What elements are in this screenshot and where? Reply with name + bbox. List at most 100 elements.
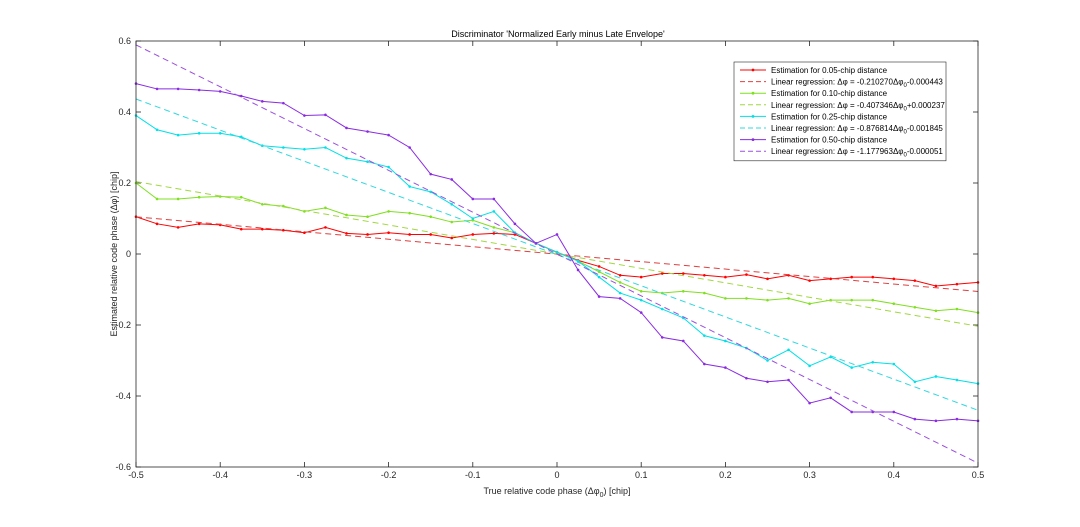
data-point: [492, 226, 496, 229]
data-point: [682, 289, 685, 293]
data-point: [745, 297, 748, 300]
data-point: [808, 302, 811, 306]
legend-label: Linear regression: Δφ = -0.210270Δφ0-0.0…: [771, 78, 943, 90]
data-point: [345, 213, 348, 217]
data-point: [724, 275, 727, 279]
data-point: [345, 156, 348, 160]
data-point: [450, 236, 454, 240]
data-point: [871, 298, 875, 302]
data-point: [703, 362, 706, 366]
data-point: [660, 272, 664, 275]
data-point: [913, 417, 917, 421]
y-axis-label: Estimated relative code phase (Δφ) [chip…: [109, 172, 119, 337]
data-point: [492, 197, 496, 201]
y-tick-label: 0: [126, 249, 131, 259]
data-point: [155, 197, 159, 201]
data-point: [766, 359, 769, 362]
data-point: [176, 226, 180, 229]
legend-label: Estimation for 0.05-chip distance: [771, 66, 888, 75]
series-4: [135, 181, 979, 327]
x-tick-label: 0.5: [972, 470, 985, 480]
data-point: [850, 275, 853, 279]
data-point: [787, 297, 790, 300]
legend-item: Linear regression: Δφ = -0.876814Δφ0-0.0…: [740, 124, 943, 136]
data-point: [303, 231, 306, 234]
data-point: [450, 178, 454, 181]
data-point: [766, 380, 769, 384]
legend-marker: [751, 115, 755, 118]
data-point: [766, 298, 769, 302]
data-point: [660, 336, 664, 339]
data-point: [429, 190, 433, 194]
data-point: [324, 113, 327, 117]
x-axis: -0.5 -0.4 -0.3 -0.2 -0.1 0 0.1 0.2 0.3 0.4 0.5: [128, 41, 984, 480]
x-tick-label: 0.2: [719, 470, 732, 480]
data-point: [218, 132, 222, 135]
y-tick-label: -0.2: [115, 320, 131, 330]
legend-item: Estimation for 0.25-chip distance: [740, 112, 888, 121]
data-point: [724, 339, 727, 343]
data-point: [197, 222, 201, 226]
data-point: [261, 227, 264, 231]
data-point: [639, 298, 643, 302]
x-tick-label: -0.3: [297, 470, 313, 480]
data-point: [597, 270, 601, 274]
data-point: [261, 100, 264, 103]
legend-marker: [751, 91, 755, 95]
data-point: [239, 227, 243, 231]
data-point: [850, 298, 853, 302]
legend-item: Linear regression: Δφ = -0.210270Δφ0-0.0…: [740, 78, 943, 90]
y-tick-label: 0.2: [118, 178, 131, 188]
data-point: [324, 226, 327, 229]
data-point: [871, 360, 875, 364]
data-point: [703, 334, 706, 337]
data-point: [618, 281, 622, 284]
data-point: [387, 165, 390, 169]
x-axis-label-main: True relative code phase (Δφ: [484, 486, 600, 496]
data-point: [513, 222, 517, 226]
data-point: [408, 233, 411, 236]
data-point: [808, 364, 811, 368]
data-point: [282, 228, 285, 232]
data-point: [303, 147, 306, 151]
data-point: [450, 220, 454, 224]
data-point: [892, 302, 896, 306]
data-point: [892, 362, 896, 366]
data-point: [555, 233, 559, 236]
data-point: [745, 273, 748, 276]
x-axis-label: True relative code phase (Δφ0) [chip]: [484, 486, 631, 499]
data-point: [303, 114, 306, 117]
data-point: [724, 297, 727, 300]
data-point: [155, 87, 159, 91]
data-point: [850, 366, 853, 369]
series-7: [134, 82, 980, 423]
data-point: [808, 401, 811, 405]
data-point: [366, 233, 369, 236]
data-point: [934, 309, 938, 313]
data-point: [766, 277, 769, 281]
data-point: [682, 272, 685, 275]
regression-line: [135, 181, 979, 327]
data-point: [176, 133, 180, 137]
data-point: [492, 210, 496, 213]
y-tick-label: 0.6: [118, 36, 131, 46]
data-point: [955, 378, 959, 382]
data-point: [787, 378, 790, 382]
data-point: [345, 232, 348, 235]
data-point: [282, 146, 285, 149]
plot-frame: [135, 40, 979, 468]
data-point: [787, 348, 790, 352]
data-point: [387, 210, 390, 213]
data-point: [913, 380, 917, 384]
data-point: [913, 305, 917, 309]
legend-item: Linear regression: Δφ = -1.177963Δφ0-0.0…: [740, 147, 943, 159]
legend-label: Linear regression: Δφ = -0.407346Δφ0+0.0…: [771, 101, 945, 113]
data-point: [197, 132, 201, 135]
data-point: [471, 233, 475, 236]
data-point: [471, 197, 475, 201]
data-point: [408, 211, 411, 215]
data-point: [176, 197, 180, 201]
x-tick-label: 0: [554, 470, 559, 480]
y-tick-label: 0.4: [118, 107, 131, 117]
